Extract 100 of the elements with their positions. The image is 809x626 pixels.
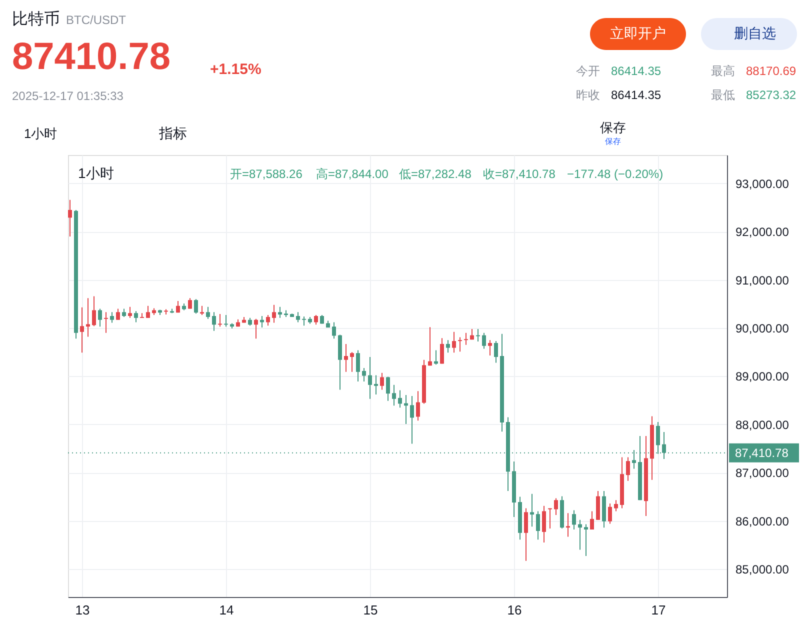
candlestick xyxy=(590,510,594,530)
y-tick-label: 89,000.00 xyxy=(736,370,790,384)
candlestick xyxy=(68,199,72,237)
candlestick xyxy=(254,318,258,340)
candlestick xyxy=(116,308,120,320)
candlestick xyxy=(614,500,618,512)
text: 立即开户 xyxy=(610,25,666,41)
ref-line-label: 87,410.78 xyxy=(735,446,789,460)
annotation: 高=87,844.00 xyxy=(316,167,389,181)
y-tick-label: 88,000.00 xyxy=(736,418,790,432)
candlestick xyxy=(380,372,384,390)
text: 昨收 xyxy=(576,88,600,102)
candlestick xyxy=(440,338,444,364)
candlestick xyxy=(296,312,300,323)
text: 今开 xyxy=(576,64,600,78)
candlestick xyxy=(566,512,570,538)
candlestick xyxy=(146,305,150,318)
text: 86414.35 xyxy=(611,88,662,102)
candlestick xyxy=(110,312,114,324)
candlestick xyxy=(386,376,390,402)
y-tick-label: 92,000.00 xyxy=(736,225,790,240)
candlestick xyxy=(428,326,432,366)
candlestick xyxy=(98,308,102,328)
x-tick-label: 17 xyxy=(651,602,666,618)
candlestick xyxy=(92,296,96,327)
candlestick xyxy=(218,314,222,328)
candlestick xyxy=(596,490,600,520)
candlestick xyxy=(452,331,456,354)
text: 86414.35 xyxy=(611,64,662,78)
chart-subtitle: BTC/USDT xyxy=(66,13,127,27)
candlestick xyxy=(524,508,528,562)
text: 保存 xyxy=(600,120,626,135)
text: +1.15% xyxy=(210,61,262,78)
candlestick xyxy=(80,306,84,354)
text: 保存 xyxy=(605,137,621,146)
y-tick-label: 90,000.00 xyxy=(736,322,790,336)
candlestick xyxy=(542,505,546,544)
text: 88170.69 xyxy=(746,64,796,78)
candlestick xyxy=(572,510,576,530)
candlestick xyxy=(86,298,90,338)
candlestick xyxy=(488,340,492,356)
candlestick xyxy=(446,340,450,354)
candlestick xyxy=(404,394,408,424)
candlestick xyxy=(464,332,468,346)
candlestick xyxy=(278,306,282,318)
candlestick xyxy=(392,384,396,406)
annotation: −177.48 (−0.20%) xyxy=(567,167,664,181)
y-tick-label: 91,000.00 xyxy=(736,273,790,288)
candlestick xyxy=(350,352,354,372)
candlestick xyxy=(314,314,318,326)
candlestick xyxy=(272,304,276,324)
candlestick xyxy=(332,322,336,340)
candlestick xyxy=(356,350,360,382)
candlestick xyxy=(344,343,348,372)
candlestick xyxy=(458,336,462,352)
candlestick xyxy=(584,524,588,557)
candlestick xyxy=(128,306,132,318)
y-tick-label: 87,000.00 xyxy=(736,466,790,480)
candlestick xyxy=(374,374,378,396)
candlestick xyxy=(260,315,264,328)
annotation: 收=87,410.78 xyxy=(483,167,556,181)
candlestick xyxy=(578,519,582,550)
y-tick-label: 93,000.00 xyxy=(736,176,790,191)
candlestick xyxy=(302,316,306,326)
candlestick xyxy=(104,312,108,334)
chart-title: 比特币 xyxy=(12,10,60,28)
text: 指标 xyxy=(158,125,187,141)
candlestick xyxy=(194,298,198,314)
candlestick xyxy=(206,306,210,320)
x-tick-label: 15 xyxy=(363,602,378,618)
candlestick xyxy=(212,312,216,332)
candlestick xyxy=(368,356,372,400)
text: 1小时 xyxy=(24,126,58,141)
candlestick xyxy=(188,298,192,310)
candlestick xyxy=(608,502,612,524)
candlestick xyxy=(362,368,366,382)
annotation: 1小时 xyxy=(78,165,114,181)
annotation: 开=87,588.26 xyxy=(230,167,303,181)
text: 87410.78 xyxy=(12,36,170,78)
y-tick-label: 86,000.00 xyxy=(736,514,790,528)
x-tick-label: 14 xyxy=(219,602,234,618)
text: 85273.32 xyxy=(746,88,796,102)
candlestick xyxy=(626,456,630,482)
candlestick xyxy=(266,314,270,326)
annotation: 低=87,282.48 xyxy=(399,167,472,181)
candlestick xyxy=(398,390,402,408)
text: 2025-12-17 01:35:33 xyxy=(12,89,124,103)
candlestick xyxy=(482,332,486,350)
candlestick xyxy=(224,314,228,328)
candlestick xyxy=(530,493,534,528)
x-tick-label: 13 xyxy=(75,602,90,618)
candlestick xyxy=(416,390,420,422)
candlestick xyxy=(548,508,552,530)
text: 删自选 xyxy=(734,25,776,41)
candlestick xyxy=(410,396,414,444)
candlestick xyxy=(494,340,498,364)
y-tick-label: 85,000.00 xyxy=(736,562,790,577)
text: 最低 xyxy=(711,88,735,102)
candlestick xyxy=(536,510,540,540)
x-tick-label: 16 xyxy=(507,602,522,618)
